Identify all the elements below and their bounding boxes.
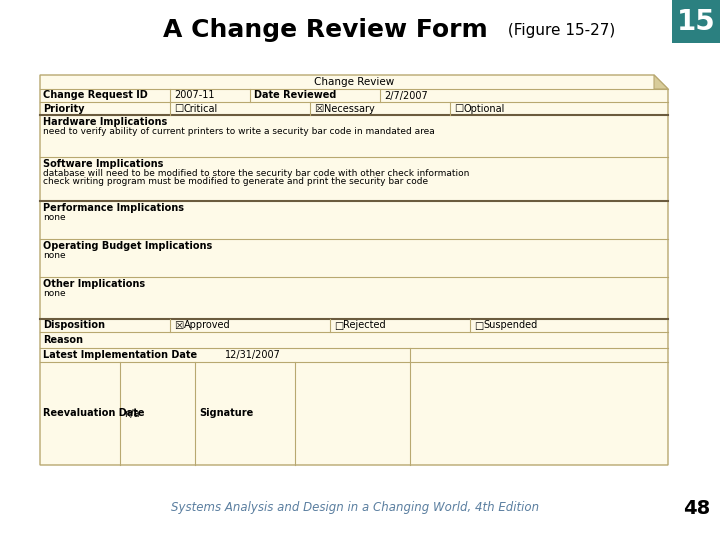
Text: Performance Implications: Performance Implications bbox=[43, 203, 184, 213]
Text: A Change Review Form: A Change Review Form bbox=[163, 18, 487, 42]
Polygon shape bbox=[40, 75, 668, 465]
Text: Optional: Optional bbox=[463, 104, 505, 113]
Text: Approved: Approved bbox=[184, 321, 230, 330]
Text: Date Reviewed: Date Reviewed bbox=[254, 91, 336, 100]
Text: Hardware Implications: Hardware Implications bbox=[43, 117, 167, 127]
Text: check writing program must be modified to generate and print the security bar co: check writing program must be modified t… bbox=[43, 178, 428, 186]
Text: need to verify ability of current printers to write a security bar code in manda: need to verify ability of current printe… bbox=[43, 127, 435, 137]
Text: Systems Analysis and Design in a Changing World, 4th Edition: Systems Analysis and Design in a Changin… bbox=[171, 502, 539, 515]
Text: (Figure 15-27): (Figure 15-27) bbox=[503, 23, 616, 37]
Text: □: □ bbox=[454, 104, 463, 113]
Text: Software Implications: Software Implications bbox=[43, 159, 163, 169]
Text: □: □ bbox=[174, 104, 184, 113]
Text: 2/7/2007: 2/7/2007 bbox=[384, 91, 428, 100]
Text: Suspended: Suspended bbox=[483, 321, 537, 330]
Text: 15: 15 bbox=[677, 8, 716, 36]
Text: 12/31/2007: 12/31/2007 bbox=[225, 350, 281, 360]
Text: Necessary: Necessary bbox=[324, 104, 374, 113]
Text: database will need to be modified to store the security bar code with other chec: database will need to be modified to sto… bbox=[43, 168, 469, 178]
Text: □: □ bbox=[474, 321, 483, 330]
Bar bbox=[672, 0, 720, 43]
Text: Change Review: Change Review bbox=[314, 77, 394, 87]
Text: ☒: ☒ bbox=[314, 104, 323, 113]
Text: none: none bbox=[43, 289, 66, 299]
Text: ☒: ☒ bbox=[174, 321, 184, 330]
Text: □: □ bbox=[334, 321, 343, 330]
Text: Rejected: Rejected bbox=[343, 321, 386, 330]
Text: 48: 48 bbox=[683, 498, 711, 517]
Text: Disposition: Disposition bbox=[43, 321, 105, 330]
Text: Signature: Signature bbox=[199, 408, 253, 418]
Text: Change Request ID: Change Request ID bbox=[43, 91, 148, 100]
Text: n/a: n/a bbox=[124, 408, 140, 418]
Text: Reason: Reason bbox=[43, 335, 83, 345]
Text: Other Implications: Other Implications bbox=[43, 279, 145, 289]
Text: Latest Implementation Date: Latest Implementation Date bbox=[43, 350, 197, 360]
Text: Critical: Critical bbox=[183, 104, 217, 113]
Text: none: none bbox=[43, 252, 66, 260]
Text: Operating Budget Implications: Operating Budget Implications bbox=[43, 241, 212, 251]
Text: Reevaluation Date: Reevaluation Date bbox=[43, 408, 145, 418]
Text: 2007-11: 2007-11 bbox=[174, 91, 215, 100]
Text: Priority: Priority bbox=[43, 104, 84, 113]
Text: none: none bbox=[43, 213, 66, 222]
Polygon shape bbox=[654, 75, 668, 89]
